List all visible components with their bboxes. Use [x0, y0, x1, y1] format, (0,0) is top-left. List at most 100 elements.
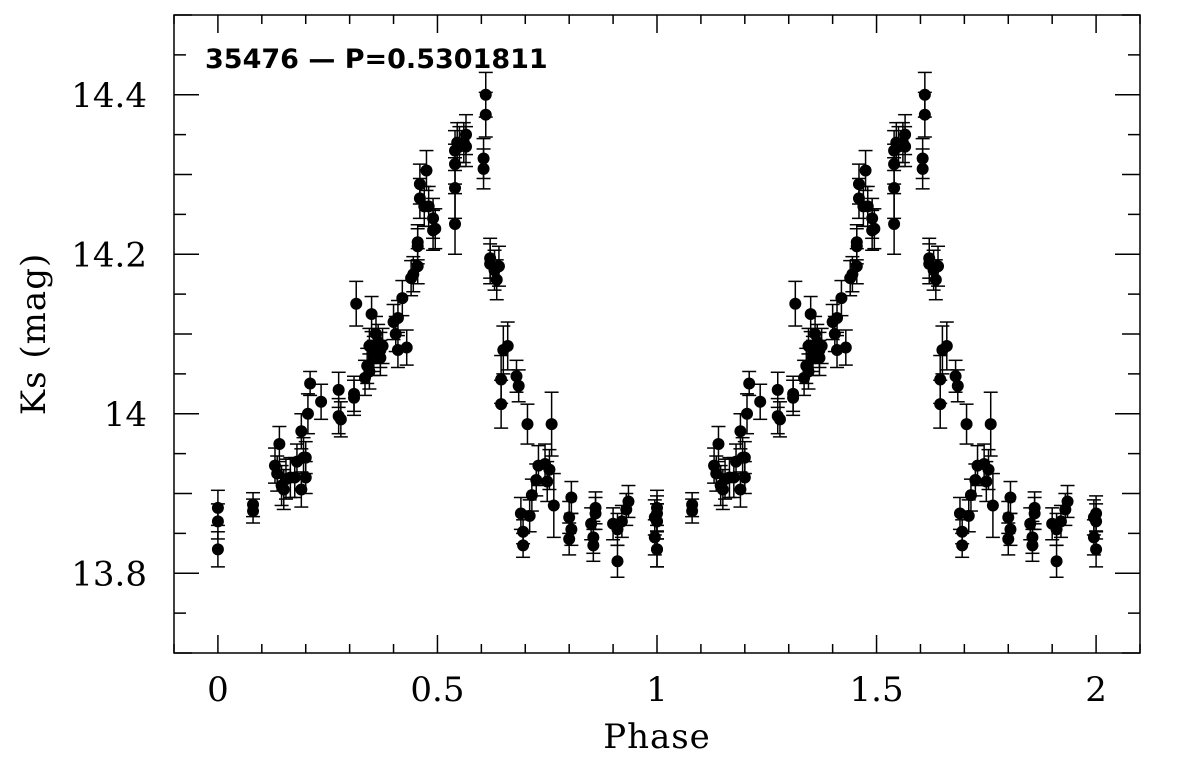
- data-point: [1025, 520, 1040, 555]
- data-marker: [815, 339, 828, 352]
- data-point: [740, 393, 755, 435]
- data-marker: [271, 467, 284, 480]
- data-marker: [686, 498, 699, 511]
- data-point: [272, 425, 287, 463]
- data-point: [898, 113, 913, 156]
- data-point: [867, 208, 882, 250]
- data-marker: [866, 212, 879, 225]
- data-point: [851, 163, 866, 205]
- data-marker: [301, 407, 314, 420]
- data-marker: [964, 489, 977, 502]
- y-tick-label: 14.2: [71, 235, 147, 275]
- data-marker: [547, 499, 560, 512]
- data-marker: [495, 398, 508, 411]
- data-point: [564, 480, 579, 515]
- data-point: [476, 137, 491, 180]
- x-tick-label: 1.5: [850, 670, 904, 710]
- data-marker: [651, 501, 663, 514]
- data-point: [349, 280, 364, 327]
- x-axis: 0 0.5 1 1.5 2: [173, 15, 1141, 710]
- data-point: [610, 544, 625, 578]
- data-marker: [1002, 532, 1015, 545]
- data-marker: [211, 543, 224, 556]
- data-point: [985, 472, 1000, 539]
- data-marker: [543, 463, 556, 476]
- data-marker: [565, 523, 578, 536]
- data-marker: [517, 539, 530, 552]
- data-point: [959, 403, 974, 445]
- data-marker: [376, 339, 389, 352]
- data-marker: [1061, 495, 1074, 508]
- data-point: [772, 401, 787, 438]
- data-marker: [563, 532, 576, 545]
- data-marker: [389, 328, 402, 340]
- y-axis-label: Ks (mag): [14, 253, 54, 415]
- data-marker: [449, 217, 462, 230]
- data-point: [983, 391, 998, 457]
- data-point: [298, 440, 313, 475]
- data-marker: [738, 451, 751, 464]
- data-marker: [1054, 515, 1067, 528]
- data-point: [314, 383, 329, 421]
- data-marker: [986, 499, 999, 512]
- data-point: [788, 280, 803, 327]
- data-marker: [1087, 531, 1100, 544]
- data-marker: [771, 383, 784, 396]
- data-marker: [734, 425, 747, 438]
- data-point: [564, 512, 579, 547]
- data-marker: [525, 489, 538, 502]
- data-marker: [754, 395, 767, 408]
- data-marker: [984, 418, 997, 431]
- data-marker: [773, 413, 786, 426]
- data-marker: [334, 413, 347, 426]
- data-point: [933, 379, 948, 429]
- data-point: [1089, 495, 1104, 532]
- data-point: [1003, 512, 1018, 547]
- data-point: [948, 359, 963, 393]
- data-marker: [1004, 491, 1017, 504]
- data-marker: [651, 543, 663, 556]
- data-point: [586, 520, 601, 555]
- data-point: [419, 149, 434, 192]
- data-marker: [839, 341, 852, 354]
- data-marker: [350, 297, 363, 310]
- data-marker: [828, 328, 841, 340]
- data-point: [685, 491, 700, 518]
- data-marker: [918, 88, 931, 101]
- data-marker: [934, 398, 947, 411]
- data-point: [737, 460, 752, 495]
- data-marker: [622, 495, 635, 508]
- chart-title: 35476 — P=0.5301811: [205, 44, 548, 75]
- data-marker: [850, 236, 863, 249]
- data-point: [520, 403, 535, 445]
- data-marker: [962, 509, 975, 522]
- data-marker: [396, 292, 409, 305]
- data-marker: [969, 473, 982, 486]
- data-marker: [521, 418, 534, 431]
- x-tick-label: 0: [207, 670, 229, 710]
- x-tick-label: 2: [1085, 670, 1107, 710]
- data-point: [915, 137, 930, 180]
- data-point: [210, 489, 225, 527]
- data-marker: [960, 418, 973, 431]
- data-marker: [211, 501, 224, 514]
- data-point: [1027, 491, 1042, 525]
- data-marker: [1004, 523, 1017, 536]
- data-marker: [563, 511, 576, 524]
- data-marker: [716, 483, 729, 496]
- data-marker: [495, 373, 508, 386]
- data-marker: [611, 555, 624, 568]
- data-marker: [288, 471, 301, 484]
- data-marker: [951, 379, 964, 392]
- data-marker: [348, 387, 361, 400]
- data-point: [399, 329, 414, 366]
- data-marker: [512, 379, 525, 392]
- data-marker: [490, 273, 503, 286]
- data-point: [347, 375, 362, 413]
- data-marker: [411, 236, 424, 249]
- data-marker: [545, 418, 558, 431]
- x-tick-label: 0.5: [410, 670, 464, 710]
- data-marker: [1026, 531, 1039, 544]
- data-point: [478, 71, 493, 118]
- data-marker: [868, 222, 881, 235]
